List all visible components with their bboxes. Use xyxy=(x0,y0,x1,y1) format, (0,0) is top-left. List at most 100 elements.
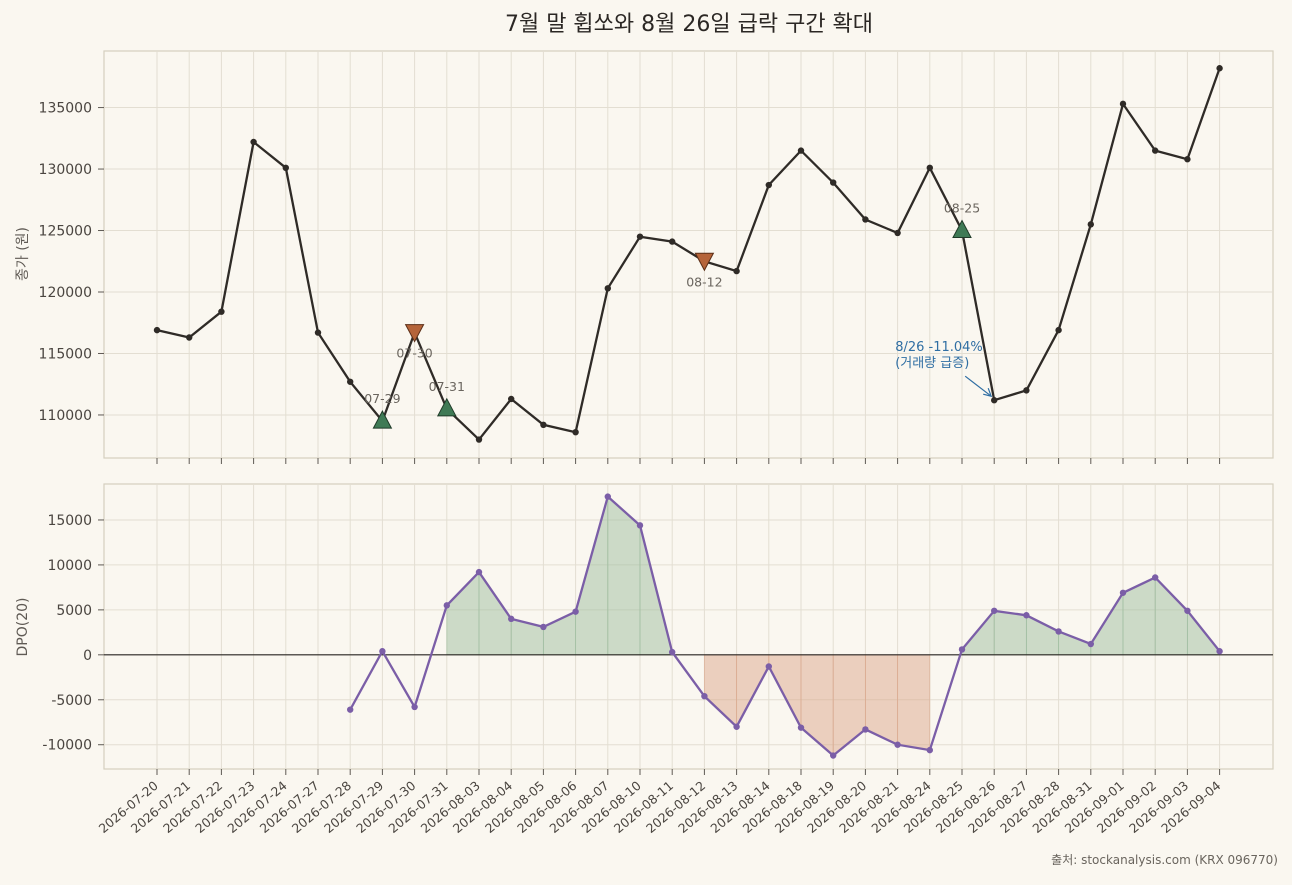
source-note: 출처: stockanalysis.com (KRX 096770) xyxy=(1051,853,1278,867)
price-point xyxy=(1152,147,1159,154)
price-point xyxy=(282,164,289,172)
price-y-axis-label: 종가 (원) xyxy=(15,227,31,281)
price-point xyxy=(347,378,354,385)
dpo-point xyxy=(379,648,386,655)
price-y-tick-label: 130000 xyxy=(39,162,92,178)
dpo-point xyxy=(701,692,708,700)
dpo-x-ticks: 2026-07-202026-07-212026-07-222026-07-23… xyxy=(96,769,1224,836)
dpo-point xyxy=(604,493,611,500)
price-point xyxy=(733,267,740,275)
sell-signal-label: 07-30 xyxy=(396,346,432,361)
price-point xyxy=(250,138,257,146)
price-point xyxy=(604,285,611,292)
dpo-point xyxy=(411,703,418,711)
dpo-point xyxy=(1119,589,1127,596)
price-point xyxy=(153,326,161,334)
price-point xyxy=(508,395,515,403)
annotation-arrow-head xyxy=(983,387,993,398)
price-y-tick-label: 135000 xyxy=(39,101,92,117)
price-series-line xyxy=(156,67,1221,442)
dpo-point xyxy=(475,568,483,576)
price-y-tick-label: 125000 xyxy=(39,224,92,240)
price-point xyxy=(1184,156,1191,163)
chart-title: 7월 말 휩쏘와 8월 26일 급락 구간 확대 xyxy=(505,12,873,37)
dpo-y-tick-label: 5000 xyxy=(56,603,92,619)
dpo-point xyxy=(1055,628,1062,635)
price-point xyxy=(572,428,579,436)
dpo-point xyxy=(1184,607,1191,614)
dpo-plot-area xyxy=(103,483,1274,770)
dpo-point xyxy=(991,607,998,614)
dpo-point xyxy=(540,623,547,631)
price-y-tick-label: 110000 xyxy=(39,408,92,424)
dpo-point xyxy=(572,608,579,615)
dpo-point xyxy=(894,741,901,748)
dpo-point xyxy=(797,724,805,731)
price-point xyxy=(1055,326,1062,334)
price-point xyxy=(186,334,193,341)
dpo-positive-fill xyxy=(993,610,1027,656)
price-point xyxy=(669,238,676,245)
price-point xyxy=(1087,221,1095,228)
dpo-y-tick-label: -5000 xyxy=(51,693,92,709)
price-point xyxy=(797,147,805,154)
price-grid xyxy=(104,51,1273,458)
dpo-point xyxy=(1152,574,1159,581)
dpo-y-ticks: -10000 -5000 0 5000 10000 15000 xyxy=(42,513,104,754)
dpo-point xyxy=(765,663,772,670)
price-point xyxy=(218,308,225,315)
dpo-y-tick-label: 0 xyxy=(83,648,92,664)
dpo-y-axis-label: DPO(20) xyxy=(15,598,31,657)
dpo-y-tick-label: -10000 xyxy=(42,738,92,754)
buy-signal-label: 08-25 xyxy=(944,201,980,216)
dpo-points xyxy=(347,493,1223,759)
dpo-point xyxy=(958,646,966,653)
dpo-point xyxy=(1023,612,1030,619)
price-x-ticks xyxy=(156,458,1221,464)
dpo-point xyxy=(862,726,869,733)
price-point xyxy=(1119,100,1127,108)
price-y-tick-label: 115000 xyxy=(39,346,92,362)
sell-signal-marker xyxy=(404,324,425,343)
dpo-y-tick-label: 10000 xyxy=(47,558,92,574)
price-point xyxy=(862,216,869,223)
sell-signal-label: 08-12 xyxy=(686,274,722,289)
price-point xyxy=(991,397,998,404)
dpo-point xyxy=(508,615,515,623)
buy-signal-label: 07-31 xyxy=(429,379,465,394)
price-plot-area xyxy=(103,50,1274,459)
dpo-point xyxy=(443,602,450,609)
signal-markers: 07-29 07-30 07-31 08-12 08-25 xyxy=(364,201,980,429)
buy-signal-label: 07-29 xyxy=(364,391,400,406)
dpo-point xyxy=(926,746,933,754)
sell-signal-marker xyxy=(694,252,715,272)
buy-signal-marker xyxy=(952,219,972,239)
price-point xyxy=(1023,387,1030,394)
crash-annotation: 8/26 -11.04% (거래량 급증) xyxy=(895,340,993,398)
price-point xyxy=(830,179,837,186)
dpo-panel: -10000 -5000 0 5000 10000 15000 2026-07-20202… xyxy=(15,483,1274,836)
price-panel: 110000 115000 120000 125000 130000 135000 종가 … xyxy=(15,50,1274,464)
dpo-point xyxy=(669,648,676,656)
price-y-tick-label: 120000 xyxy=(39,285,92,301)
dpo-negative-fill xyxy=(897,654,931,751)
annotation-arrow xyxy=(964,375,992,397)
dpo-point xyxy=(347,706,354,713)
dpo-point xyxy=(733,723,740,730)
annotation-text-line1: 8/26 -11.04% xyxy=(895,340,983,355)
annotation-text-line2: (거래량 급증) xyxy=(895,356,969,371)
price-y-ticks: 110000 115000 120000 125000 130000 135000 xyxy=(39,101,104,424)
price-point xyxy=(636,233,644,240)
price-point xyxy=(540,421,547,429)
dpo-series-line xyxy=(349,494,1221,758)
buy-signal-marker xyxy=(372,410,393,429)
price-point xyxy=(765,181,772,189)
buy-signal-marker xyxy=(436,397,457,417)
dpo-point xyxy=(1087,640,1095,648)
price-point xyxy=(926,164,933,172)
price-point xyxy=(314,329,322,336)
price-point xyxy=(894,229,901,237)
dpo-point xyxy=(830,752,837,759)
